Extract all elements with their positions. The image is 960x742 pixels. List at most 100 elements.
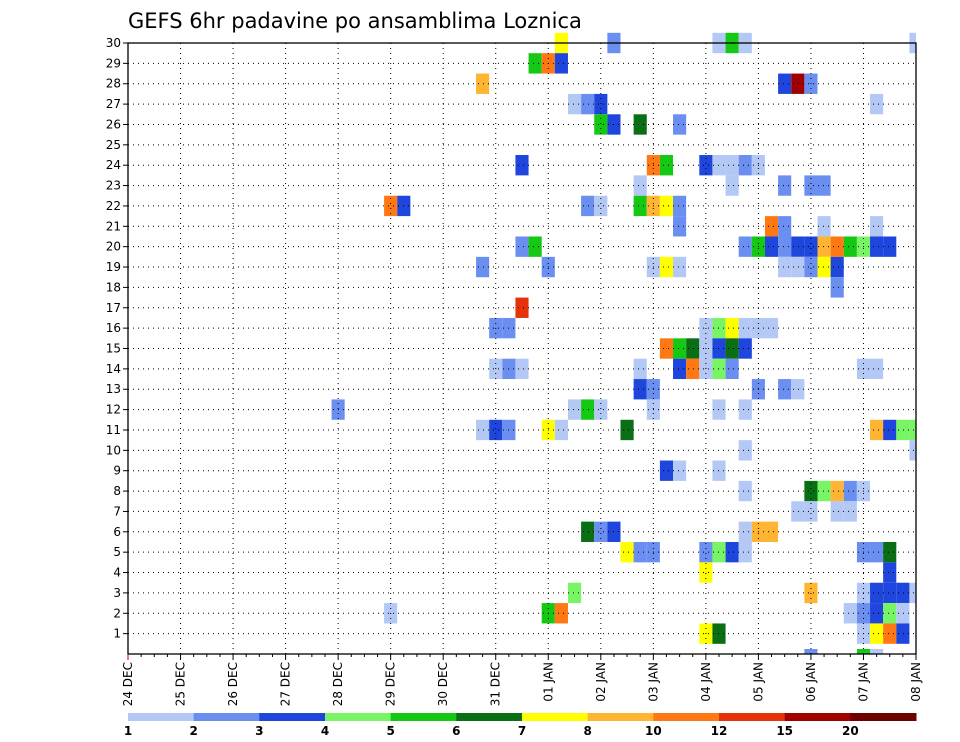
heatmap-cell: [791, 236, 805, 257]
legend-swatch: [456, 713, 523, 721]
heatmap-cell: [673, 338, 687, 359]
heatmap-cell: [870, 649, 884, 654]
y-tick-label: 26: [106, 117, 121, 131]
heatmap-cell: [673, 216, 687, 237]
x-tick-label: 24 DEC: [121, 662, 135, 706]
y-tick-label: 20: [106, 240, 121, 254]
heatmap-cell: [673, 358, 687, 380]
heatmap-cell: [883, 541, 897, 563]
heatmap-cell: [804, 501, 818, 522]
heatmap-cell: [659, 195, 674, 217]
heatmap-cell: [725, 175, 739, 196]
heatmap-cell: [764, 521, 779, 542]
heatmap-cell: [870, 358, 884, 380]
heatmap-cell: [738, 541, 752, 563]
heatmap-cell: [870, 93, 884, 115]
heatmap-cell: [738, 399, 752, 420]
heatmap-cell: [673, 460, 687, 481]
x-tick-label: 03 JAN: [646, 662, 660, 702]
heatmap-cell: [567, 399, 582, 420]
heatmap-cell: [778, 236, 792, 257]
heatmap-cell: [659, 338, 674, 359]
heatmap-cell: [870, 419, 884, 441]
heatmap-cell: [515, 297, 529, 318]
heatmap-cell: [738, 440, 752, 461]
heatmap-cell: [659, 460, 674, 481]
heatmap-cell: [633, 175, 647, 196]
y-tick-label: 23: [106, 179, 121, 193]
legend-swatch: [193, 713, 260, 721]
x-tick-label: 08 JAN: [909, 662, 923, 702]
plot-frame: [127, 42, 917, 655]
heatmap-cell: [554, 419, 568, 441]
heatmap-cell: [476, 73, 490, 94]
heatmap-cell: [686, 338, 700, 359]
legend-swatch: [587, 713, 654, 721]
legend-swatch: [128, 713, 195, 721]
legend-label: 7: [518, 724, 526, 738]
y-tick-label: 10: [106, 443, 121, 457]
heatmap-cell: [856, 649, 871, 654]
heatmap-cell: [883, 562, 897, 583]
heatmap-cell: [778, 216, 792, 237]
x-tick-label: 06 JAN: [804, 662, 818, 702]
legend-label: 15: [776, 724, 793, 738]
heatmap-cell: [830, 277, 844, 298]
y-tick-label: 7: [113, 504, 121, 518]
color-legend: 1 2 3 4 5 6 7 8 10 12 15 20: [124, 713, 917, 738]
heatmap-cell: [594, 93, 608, 115]
y-tick-label: 30: [106, 36, 121, 50]
heatmap-cell: [909, 419, 916, 441]
x-tick-label: 07 JAN: [856, 662, 870, 702]
legend-label: 12: [711, 724, 728, 738]
y-tick-label: 17: [106, 301, 121, 315]
heatmap-cell: [738, 338, 752, 359]
heatmap-cell: [843, 236, 857, 257]
heatmap-cell: [699, 562, 713, 583]
heatmap-cell: [581, 399, 595, 420]
heatmap-cell: [870, 623, 884, 644]
legend-swatch: [522, 713, 589, 721]
heatmap-cell: [620, 419, 634, 441]
x-axis: 24 DEC 25 DEC 26 DEC 27 DEC 28 DEC 29 DEC 30 D…: [121, 654, 923, 706]
legend-swatch: [653, 713, 720, 721]
heatmap-cell: [633, 195, 647, 217]
heatmap-cell: [515, 236, 529, 257]
legend-swatch: [784, 713, 851, 721]
heatmap-cell: [725, 338, 739, 359]
chart-title: GEFS 6hr padavine po ansamblima Loznica: [128, 9, 582, 33]
heatmap-cell: [791, 379, 805, 400]
y-tick-label: 24: [106, 158, 121, 172]
y-tick-label: 29: [106, 56, 121, 70]
legend-label: 6: [452, 724, 460, 738]
heatmap-cell: [870, 582, 884, 604]
y-tick-label: 6: [113, 525, 121, 539]
x-tick-label: 05 JAN: [751, 662, 765, 702]
x-tick-label: 27 DEC: [279, 662, 293, 706]
heatmap-cell: [883, 623, 897, 644]
heatmap-cell: [791, 73, 805, 94]
legend-swatch: [719, 713, 786, 721]
heatmap-cell: [594, 399, 608, 420]
legend-label: 1: [124, 724, 132, 738]
heatmap-cell: [725, 155, 739, 176]
heatmap-cell: [896, 419, 910, 441]
heatmap-cell: [725, 358, 739, 380]
heatmap-cell: [896, 623, 910, 644]
heatmap-cell: [817, 216, 831, 237]
legend-label: 8: [583, 724, 591, 738]
heatmap-cell: [476, 256, 490, 278]
heatmap-cell: [870, 216, 884, 237]
heatmap-cell: [738, 480, 752, 502]
legend-label: 20: [842, 724, 859, 738]
heatmap-cell: [725, 317, 739, 339]
y-tick-label: 13: [106, 382, 121, 396]
heatmap-cell: [594, 521, 608, 542]
heatmap-cell: [567, 93, 582, 115]
y-tick-label: 5: [113, 545, 121, 559]
heatmap-cell: [581, 195, 595, 217]
heatmap-cell: [804, 649, 818, 654]
heatmap-cell: [686, 358, 700, 380]
heatmap-cell: [804, 236, 818, 257]
